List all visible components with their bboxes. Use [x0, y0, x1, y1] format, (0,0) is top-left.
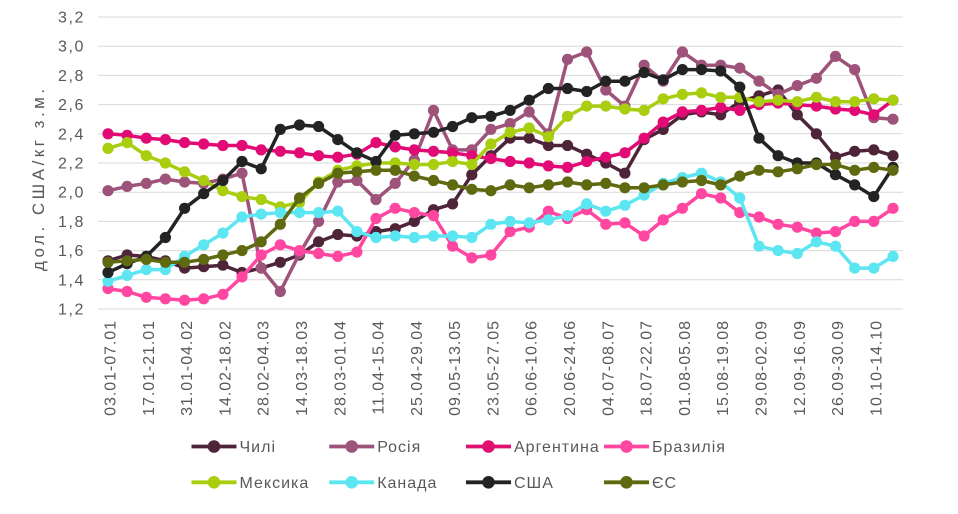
svg-text:2,2: 2,2 — [58, 156, 85, 173]
svg-text:31.01-04.02: 31.01-04.02 — [179, 320, 196, 416]
svg-text:Чилі: Чилі — [240, 439, 277, 456]
svg-text:28.03-01.04: 28.03-01.04 — [332, 320, 349, 416]
svg-text:11.04-15.04: 11.04-15.04 — [371, 320, 388, 415]
svg-text:2,0: 2,0 — [58, 185, 85, 202]
svg-text:18.07-22.07: 18.07-22.07 — [639, 320, 656, 416]
svg-text:29.08-02.09: 29.08-02.09 — [754, 320, 771, 416]
svg-text:1,8: 1,8 — [58, 214, 85, 231]
svg-text:3,2: 3,2 — [58, 10, 85, 27]
svg-text:03.01-07.01: 03.01-07.01 — [103, 320, 120, 416]
svg-text:06.06-10.06: 06.06-10.06 — [524, 320, 541, 416]
svg-text:3,0: 3,0 — [58, 39, 85, 56]
svg-text:2,4: 2,4 — [58, 126, 85, 143]
svg-text:Росія: Росія — [377, 439, 421, 456]
svg-text:23.05-27.05: 23.05-27.05 — [485, 320, 502, 416]
svg-text:дол. США/кг з.м.: дол. США/кг з.м. — [29, 85, 48, 271]
svg-text:09.05-13.05: 09.05-13.05 — [447, 320, 464, 416]
svg-text:2,6: 2,6 — [58, 97, 85, 114]
svg-text:10.10-14.10: 10.10-14.10 — [868, 320, 885, 416]
svg-text:Бразилія: Бразилія — [652, 439, 726, 456]
svg-text:20.06-24.06: 20.06-24.06 — [562, 320, 579, 416]
svg-text:14.03-18.03: 14.03-18.03 — [294, 320, 311, 416]
svg-text:01.08-05.08: 01.08-05.08 — [677, 320, 694, 416]
svg-text:15.08-19.08: 15.08-19.08 — [715, 320, 732, 416]
svg-text:1,6: 1,6 — [58, 243, 85, 260]
svg-text:14.02-18.02: 14.02-18.02 — [217, 320, 234, 416]
svg-text:28.02-04.03: 28.02-04.03 — [256, 320, 273, 416]
svg-text:2,8: 2,8 — [58, 68, 85, 85]
svg-text:Мексика: Мексика — [240, 475, 310, 492]
svg-text:17.01-21.01: 17.01-21.01 — [141, 320, 158, 416]
svg-text:1,4: 1,4 — [58, 272, 85, 289]
svg-text:26.09-30.09: 26.09-30.09 — [830, 320, 847, 416]
svg-text:Аргентина: Аргентина — [514, 439, 600, 456]
svg-text:04.07-08.07: 04.07-08.07 — [600, 320, 617, 416]
svg-text:ЄС: ЄС — [652, 475, 677, 492]
svg-text:Канада: Канада — [377, 475, 437, 492]
svg-text:США: США — [514, 475, 554, 492]
svg-text:1,2: 1,2 — [58, 302, 85, 319]
svg-text:12.09-16.09: 12.09-16.09 — [792, 320, 809, 416]
svg-text:25.04-29.04: 25.04-29.04 — [409, 320, 426, 416]
